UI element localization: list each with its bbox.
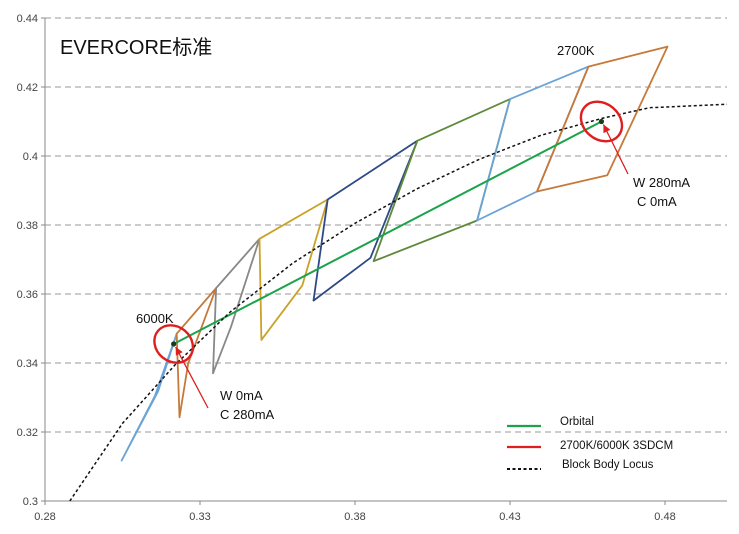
legend-label-blackbody: Block Body Locus: [562, 459, 654, 471]
annotation-6000k: 6000K: [136, 311, 174, 326]
x-tick-label-1: 0.33: [189, 511, 210, 523]
y-tick-label-5: 0.4: [23, 151, 38, 163]
axes: [44, 18, 727, 502]
x-tick-label-2: 0.38: [344, 511, 365, 523]
y-tick-labels: 0.3 0.32 0.34 0.36 0.38 0.4 0.42 0.44: [17, 13, 45, 508]
bin-quad-4: [312, 139, 419, 302]
bin-quad-3: [258, 198, 329, 341]
annotation-2700k-warm-current: W 280mA: [633, 175, 690, 190]
y-tick-label-1: 0.32: [17, 427, 38, 439]
center-points: [171, 118, 605, 347]
annotation-6000k-warm-current: W 0mA: [220, 388, 263, 403]
center-point-1: [598, 118, 605, 125]
bin-quad-6: [476, 65, 590, 222]
y-tick-label-6: 0.42: [17, 82, 38, 94]
bin-quad-0: [120, 332, 178, 462]
legend: Orbital 2700K/6000K 3SDCM Block Body Loc…: [507, 416, 673, 471]
y-tick-label-4: 0.38: [17, 220, 38, 232]
annotation-2700k-cool-current: C 0mA: [637, 194, 677, 209]
ellipse-0: [153, 324, 195, 364]
legend-label-3sdcm: 2700K/6000K 3SDCM: [560, 440, 673, 452]
y-tick-label-2: 0.34: [17, 358, 38, 370]
arrow-2700k: [602, 124, 629, 175]
bin-quad-7: [536, 45, 669, 193]
y-tick-label-3: 0.36: [17, 289, 38, 301]
x-tick-label-0: 0.28: [34, 511, 55, 523]
annotation-6000k-cool-current: C 280mA: [220, 407, 275, 422]
annotation-2700k: 2700K: [557, 43, 595, 58]
series-blackbody-locus: [69, 103, 728, 502]
y-tick-label-0: 0.3: [23, 496, 38, 508]
x-tick-labels: 0.28 0.33 0.38 0.43 0.48: [34, 501, 676, 523]
ellipse-1: [579, 100, 624, 143]
x-tick-label-3: 0.43: [499, 511, 520, 523]
legend-label-orbital: Orbital: [560, 416, 594, 428]
chart-title: EVERCORE标准: [60, 36, 212, 59]
y-tick-label-7: 0.44: [17, 13, 38, 25]
annotation-arrows: [175, 124, 629, 409]
series-orbital: [173, 120, 602, 345]
series-lines: [69, 103, 728, 502]
macadam-ellipses: [153, 100, 624, 364]
center-point-0: [171, 341, 177, 347]
x-tick-label-4: 0.48: [654, 511, 675, 523]
bin-quad-2: [212, 237, 261, 375]
arrow-6000k: [175, 346, 209, 409]
bin-quad-1: [175, 287, 218, 419]
